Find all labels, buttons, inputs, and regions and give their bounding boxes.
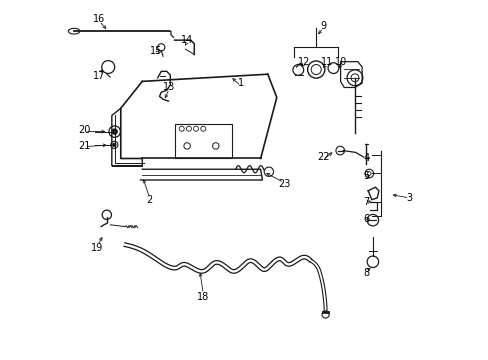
Text: 1: 1: [237, 78, 244, 88]
Text: 2: 2: [146, 195, 152, 205]
Text: 14: 14: [181, 35, 193, 45]
Text: 20: 20: [79, 125, 91, 135]
Text: 12: 12: [297, 57, 309, 67]
Circle shape: [113, 143, 116, 146]
Text: 7: 7: [363, 197, 369, 207]
Text: 6: 6: [363, 215, 369, 224]
Text: 18: 18: [197, 292, 209, 302]
Text: 17: 17: [93, 71, 105, 81]
Text: 16: 16: [93, 14, 105, 24]
Circle shape: [112, 129, 117, 134]
Text: 13: 13: [163, 82, 175, 92]
Text: 23: 23: [277, 179, 289, 189]
Text: 4: 4: [363, 153, 369, 163]
Text: 21: 21: [79, 141, 91, 151]
Text: 3: 3: [406, 193, 412, 203]
Text: 10: 10: [334, 57, 347, 67]
Text: 8: 8: [363, 268, 369, 278]
Text: 9: 9: [320, 21, 326, 31]
Text: 19: 19: [91, 243, 103, 253]
Text: 15: 15: [150, 46, 163, 56]
Text: 22: 22: [317, 152, 329, 162]
Text: 11: 11: [320, 57, 332, 67]
Text: 5: 5: [363, 171, 369, 181]
